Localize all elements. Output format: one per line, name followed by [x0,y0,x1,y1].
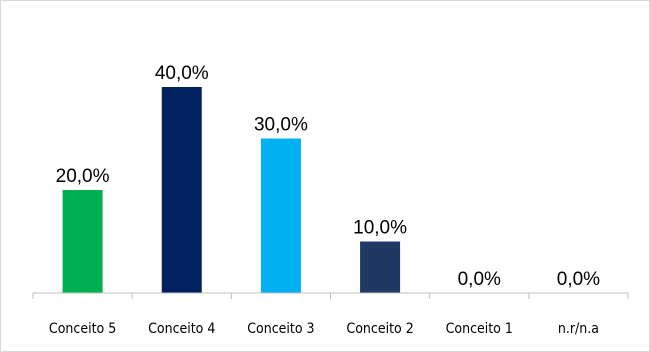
bar [162,87,202,293]
bars-group [63,87,401,293]
data-label: 40,0% [155,63,209,84]
category-label: Conceito 2 [346,321,413,337]
category-labels-group: Conceito 5 Conceito 4 Conceito 3 Conceito 2… [49,321,599,337]
data-label: 30,0% [254,115,308,136]
x-axis-ticks-group [33,293,628,299]
category-label: Conceito 5 [49,321,116,337]
category-label: Conceito 3 [247,321,314,337]
data-label: 10,0% [353,218,407,239]
category-label: Conceito 1 [446,321,513,337]
bar [261,139,301,294]
category-label: n.r/n.a [558,321,599,337]
data-label: 0,0% [557,269,600,290]
bar [63,190,103,293]
data-label: 20,0% [56,166,110,187]
category-label: Conceito 4 [148,321,215,337]
data-label: 0,0% [458,269,501,290]
bar [360,242,400,294]
value-labels-group: 20,0% 40,0% 30,0% 10,0% 0,0% 0,0% [56,63,601,290]
